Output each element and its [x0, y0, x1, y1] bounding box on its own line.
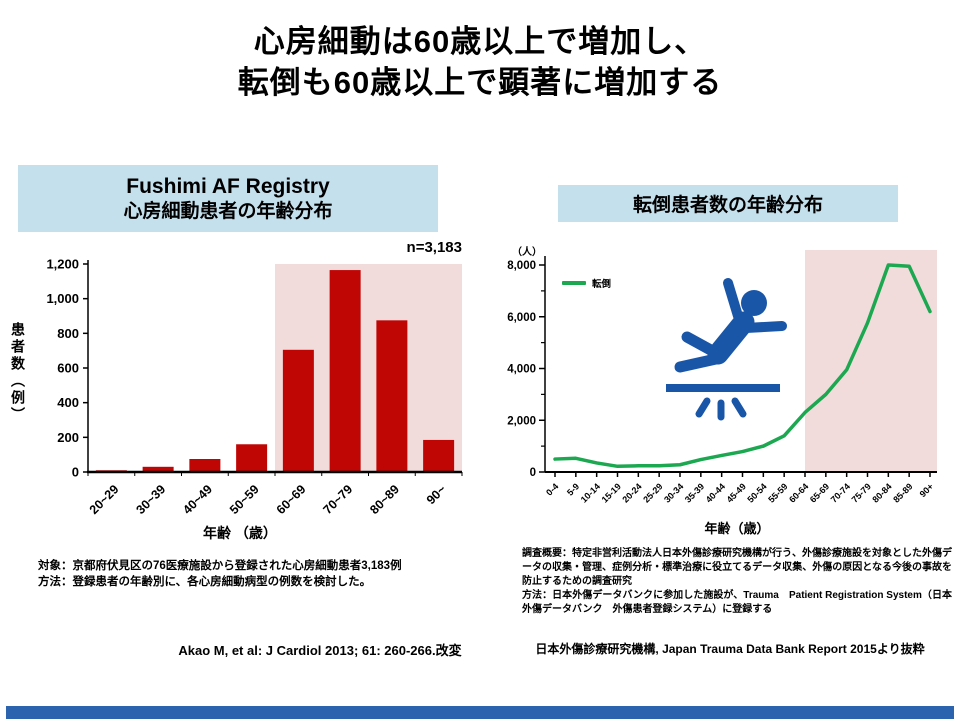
legend: 転倒: [562, 276, 611, 290]
sample-size-label: n=3,183: [406, 239, 462, 256]
right-y-unit-label: （人）: [512, 247, 542, 258]
svg-text:6,000: 6,000: [507, 312, 536, 324]
left-footnote: 対象：京都府伏見区の76医療施設から登録された心房細動患者3,183例 方法：登…: [38, 558, 402, 590]
svg-text:400: 400: [57, 395, 79, 410]
svg-text:85-89: 85-89: [891, 481, 914, 504]
svg-text:65-69: 65-69: [808, 481, 831, 504]
svg-text:800: 800: [57, 326, 79, 341]
svg-text:55-59: 55-59: [766, 481, 789, 504]
svg-text:8,000: 8,000: [507, 260, 536, 272]
svg-text:50-54: 50-54: [745, 481, 768, 504]
svg-text:200: 200: [57, 430, 79, 445]
left-chart-header-line1: Fushimi AF Registry: [126, 174, 330, 198]
svg-text:2,000: 2,000: [507, 415, 536, 427]
left-chart-header: Fushimi AF Registry 心房細動患者の年齢分布: [18, 165, 438, 232]
left-footnote-line2: 方法：登録患者の年齢別に、各心房細動病型の例数を検討した。: [38, 576, 372, 589]
right-citation: 日本外傷診療研究機構, Japan Trauma Data Bank Repor…: [535, 642, 925, 656]
left-x-axis-label: 年齢 （歳）: [203, 525, 277, 541]
svg-text:45-49: 45-49: [725, 481, 748, 504]
svg-text:60~69: 60~69: [274, 482, 309, 517]
page-title: 心房細動は60歳以上で増加し、 転倒も60歳以上で顕著に増加する: [0, 22, 960, 104]
svg-text:4,000: 4,000: [507, 364, 536, 376]
svg-text:90+: 90+: [918, 481, 936, 499]
page-title-line1: 心房細動は60歳以上で増加し、: [253, 24, 707, 59]
svg-text:40~49: 40~49: [180, 482, 215, 517]
falling-person-icon: [666, 278, 787, 421]
right-footnote-line2: 方法：日本外傷データバンクに参加した施設が、Trauma Patient Reg…: [522, 590, 952, 615]
fall-age-line-chart: 0 2,000 4,000 6,000 8,000 0-4 5-910-1415-1920-…: [507, 250, 937, 505]
svg-text:25-29: 25-29: [641, 481, 664, 504]
svg-text:80~89: 80~89: [367, 482, 402, 517]
svg-text:30~39: 30~39: [134, 482, 169, 517]
svg-text:80-84: 80-84: [870, 481, 893, 504]
svg-text:1,000: 1,000: [46, 291, 79, 306]
left-footnote-line1: 対象：京都府伏見区の76医療施設から登録された心房細動患者3,183例: [38, 560, 402, 572]
svg-text:35-39: 35-39: [683, 481, 706, 504]
svg-text:40-44: 40-44: [704, 481, 727, 504]
svg-text:15-19: 15-19: [600, 481, 623, 504]
svg-text:30-34: 30-34: [662, 481, 685, 504]
svg-text:75-79: 75-79: [850, 481, 873, 504]
right-chart-header: 転倒患者数の年齢分布: [558, 185, 898, 222]
af-age-bar-chart: 0 200 400 600 800 1,000 1,200 20~29 30~39 40~49 50…: [46, 257, 463, 517]
svg-text:10-14: 10-14: [579, 481, 602, 504]
legend-line-swatch: [562, 281, 586, 285]
right-x-axis-label: 年齢（歳）: [704, 521, 770, 536]
left-y-axis-label: 患者数（例）: [10, 322, 26, 424]
legend-label: 転倒: [592, 279, 612, 290]
left-chart-header-line2: 心房細動患者の年齢分布: [123, 200, 333, 222]
svg-text:60-64: 60-64: [787, 481, 810, 504]
svg-text:50~59: 50~59: [227, 482, 262, 517]
svg-text:5-9: 5-9: [565, 481, 581, 497]
right-footnote-line1: 調査概要：特定非営利活動法人日本外傷診療研究機構が行う、外傷診療施設を対象とした…: [522, 548, 952, 587]
svg-text:70-74: 70-74: [829, 481, 852, 504]
svg-text:600: 600: [57, 361, 79, 376]
svg-text:1,200: 1,200: [46, 257, 79, 272]
svg-text:70~79: 70~79: [321, 482, 356, 517]
svg-text:0: 0: [530, 467, 536, 479]
svg-text:20~29: 20~29: [87, 482, 122, 517]
svg-text:90~: 90~: [424, 482, 449, 507]
right-footnote: 調査概要：特定非営利活動法人日本外傷診療研究機構が行う、外傷診療施設を対象とした…: [522, 547, 952, 617]
footer-accent-bar: [6, 706, 954, 719]
page-title-line2: 転倒も60歳以上で顕著に増加する: [237, 64, 723, 100]
svg-text:0-4: 0-4: [544, 481, 560, 497]
left-citation: Akao M, et al: J Cardiol 2013; 61: 260-2…: [178, 643, 462, 658]
svg-text:20-24: 20-24: [620, 481, 643, 504]
svg-text:0: 0: [72, 465, 79, 480]
